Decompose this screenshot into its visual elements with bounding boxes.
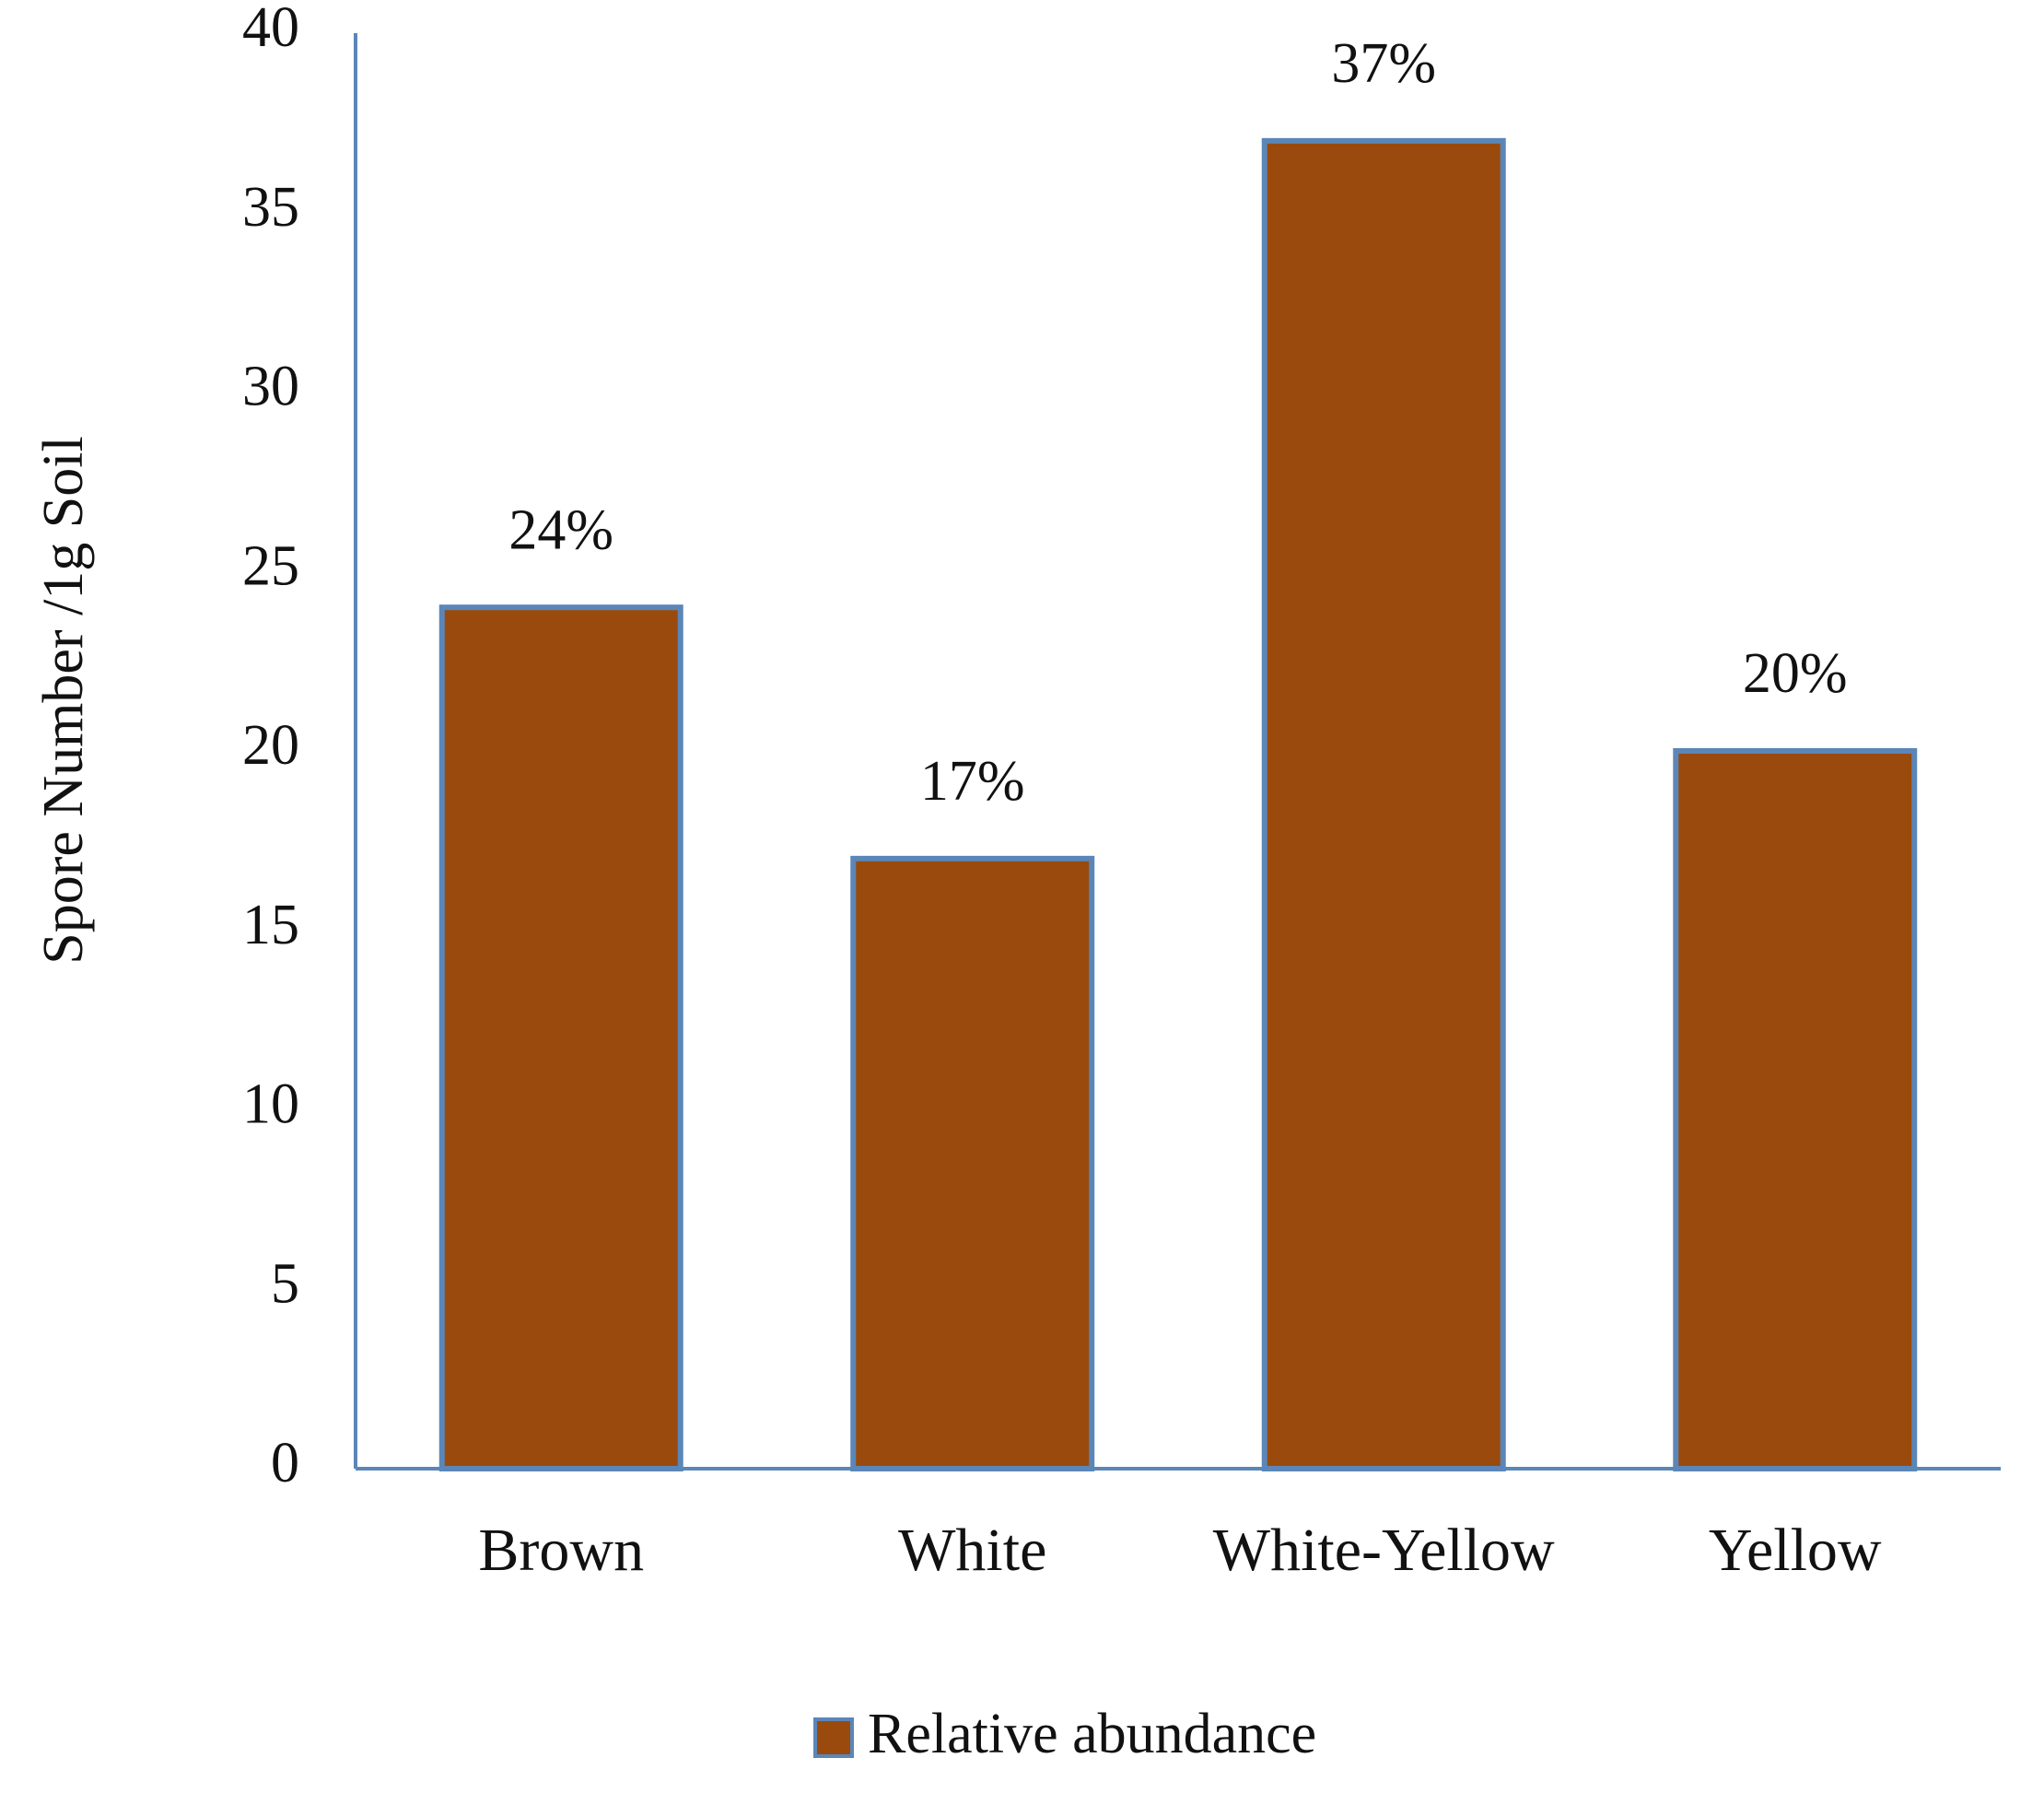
y-tick-label-10: 10 <box>242 1073 299 1136</box>
x-tick-label-brown: Brown <box>478 1517 644 1584</box>
y-tick-label-30: 30 <box>242 356 299 418</box>
y-tick-label-25: 25 <box>242 534 299 597</box>
y-tick-label-5: 5 <box>271 1252 299 1315</box>
y-axis-ticks: 0 5 10 15 20 25 30 35 40 <box>242 0 299 1494</box>
x-tick-label-white-yellow: White-Yellow <box>1213 1517 1555 1584</box>
y-tick-label-20: 20 <box>242 714 299 777</box>
y-axis-title-group: Spore Number /1g Soil <box>32 436 95 964</box>
bar-brown <box>438 604 683 1471</box>
data-labels: 24% 17% 37% 20% <box>508 32 1847 813</box>
bar-white-yellow <box>1261 137 1506 1472</box>
legend: Relative abundance <box>813 1703 1316 1765</box>
x-tick-label-white: White <box>898 1517 1046 1584</box>
data-label-brown: 24% <box>508 498 613 561</box>
legend-label: Relative abundance <box>868 1703 1316 1765</box>
x-tick-label-yellow: Yellow <box>1709 1517 1882 1584</box>
data-label-white-yellow: 37% <box>1331 32 1436 95</box>
y-tick-label-35: 35 <box>242 176 299 239</box>
data-label-yellow: 20% <box>1743 642 1848 705</box>
bar-white <box>850 855 1095 1471</box>
bars <box>438 137 1918 1472</box>
y-tick-label-15: 15 <box>242 894 299 956</box>
bar-yellow <box>1673 748 1918 1471</box>
y-tick-label-40: 40 <box>242 0 299 59</box>
data-label-white: 17% <box>920 750 1025 813</box>
x-axis-labels: Brown White White-Yellow Yellow <box>478 1517 1882 1584</box>
y-tick-label-0: 0 <box>271 1432 299 1494</box>
legend-swatch <box>813 1717 854 1758</box>
y-axis-title: Spore Number /1g Soil <box>32 436 95 964</box>
